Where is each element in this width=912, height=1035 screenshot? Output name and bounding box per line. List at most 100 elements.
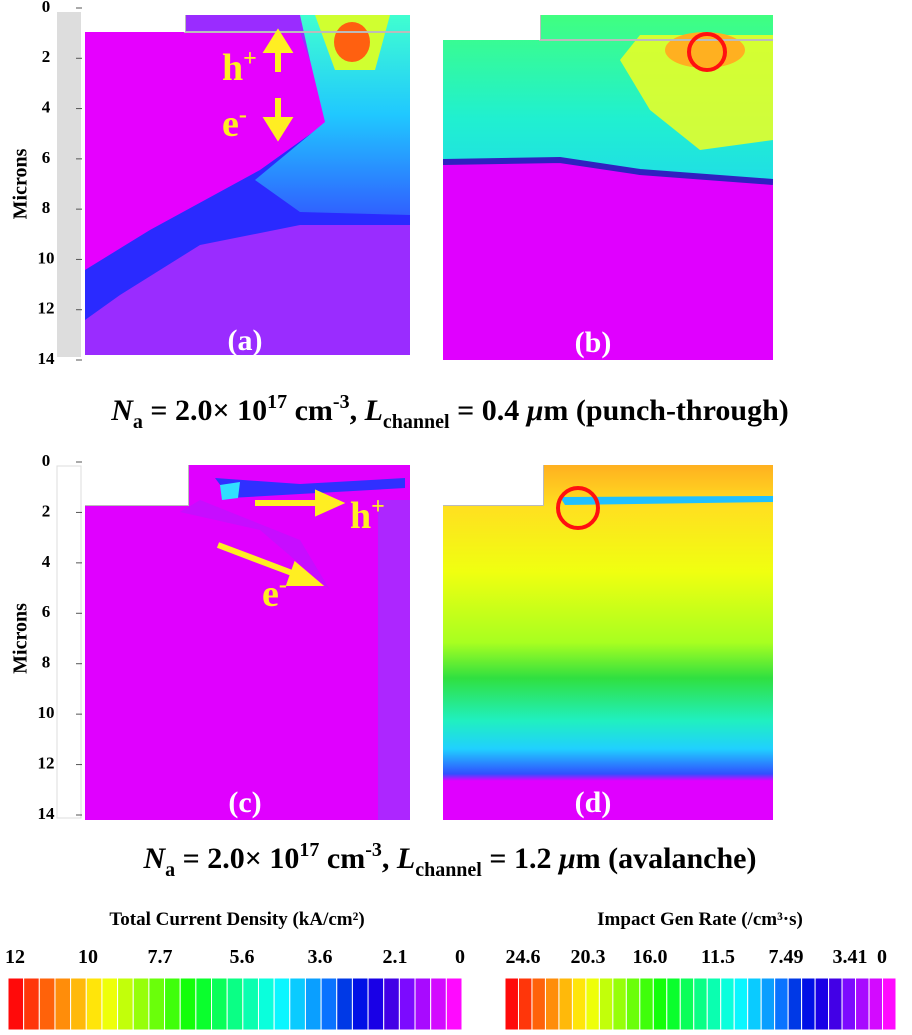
colorbar-cell — [336, 977, 353, 1031]
colorbar-label: 11.5 — [701, 946, 735, 968]
colorbar-cell — [195, 977, 213, 1031]
colorbar-cell — [179, 977, 197, 1031]
caption: Na = 2.0× 1017 cm-3, Lchannel = 0.4 μm (… — [110, 391, 789, 433]
y-tick-label: 6 — [42, 602, 51, 621]
colorbar-cell — [517, 977, 533, 1031]
caption-part: = 0.4 — [450, 394, 527, 427]
colorbar-cell — [132, 977, 150, 1031]
panel-a-map — [85, 15, 410, 355]
arrows — [216, 28, 346, 586]
colorbar-cell — [747, 977, 762, 1031]
colorbar-cell — [720, 977, 735, 1031]
colorbar-cell — [289, 977, 306, 1031]
panel-label: (a) — [228, 324, 263, 357]
y-tick-label: 8 — [42, 198, 51, 217]
caption-part: = 2.0× 10 — [175, 842, 299, 875]
colorbar-label: 5.6 — [230, 946, 255, 968]
colorbar-cell — [787, 977, 803, 1031]
y-tick-label: 4 — [42, 552, 51, 571]
colorbar-cell — [531, 977, 546, 1031]
caption-part: = 2.0× 10 — [143, 394, 267, 427]
colorbar-cell — [242, 977, 259, 1031]
y-tick-label: 12 — [38, 753, 55, 772]
colorbar-cell — [226, 977, 244, 1031]
caption-part: , — [350, 394, 365, 427]
colorbar-cell — [652, 977, 668, 1031]
y-tick-label: 8 — [42, 653, 51, 672]
y-tick-label: 10 — [38, 703, 55, 722]
colorbar-label: 3.41 — [833, 946, 868, 968]
colorbar-cell — [625, 977, 641, 1031]
caption-part: N — [143, 842, 167, 875]
colorbar-cell — [211, 977, 228, 1031]
caption-part: cm — [287, 394, 333, 427]
y-tick-label: 12 — [38, 299, 55, 318]
colorbar-label: 7.7 — [148, 946, 173, 968]
colorbar-cell — [868, 977, 884, 1031]
caption-part: a — [165, 859, 175, 881]
colorbar-label: 10 — [78, 946, 98, 968]
annotation: h+ — [222, 46, 257, 89]
caption-part: m (avalanche) — [576, 842, 757, 875]
caption-part: cm — [319, 842, 365, 875]
colorbar-cell — [273, 977, 291, 1031]
colorbar-cell — [598, 977, 614, 1031]
colorbar-cell — [639, 977, 654, 1031]
colorbar-cell — [430, 977, 447, 1031]
colorbar-label: 24.6 — [506, 946, 541, 968]
colorbar-cell — [504, 977, 519, 1031]
colorbar-cell — [774, 977, 789, 1031]
caption-part: L — [364, 394, 383, 427]
y-tick-label: 2 — [42, 47, 51, 66]
colorbar-cell — [706, 977, 722, 1031]
colorbar-cell — [257, 977, 275, 1031]
annotation: h+ — [350, 494, 385, 537]
caption-part: = 1.2 — [482, 842, 559, 875]
colorbar-title: Impact Gen Rate (/cm³·s) — [597, 909, 803, 930]
colorbar-cell — [558, 977, 573, 1031]
colorbar-title: Total Current Density (kA/cm²) — [109, 909, 364, 930]
colorbar-cell — [117, 977, 134, 1031]
colorbar-label: 7.49 — [769, 946, 804, 968]
colorbar-label: 20.3 — [571, 946, 606, 968]
y-tick-label: 14 — [38, 804, 56, 823]
caption-part: 17 — [299, 839, 319, 861]
colorbar-cell — [445, 977, 463, 1031]
panel-label: (c) — [228, 786, 261, 819]
colorbar-cell — [351, 977, 369, 1031]
panel-d-map — [443, 465, 773, 820]
colorbar-cell — [828, 977, 843, 1031]
colorbar-cell — [855, 977, 870, 1031]
caption-part: a — [133, 411, 143, 433]
colorbar-cell — [398, 977, 416, 1031]
caption-part: channel — [383, 411, 450, 433]
colorbar-cell — [585, 977, 600, 1031]
panel-label: (b) — [575, 326, 612, 359]
colorbar-label: 0 — [455, 946, 465, 968]
y-tick-label: 4 — [42, 97, 51, 116]
colorbar-cell — [148, 977, 166, 1031]
colorbar-cell — [70, 977, 87, 1031]
annotation: e- — [262, 572, 287, 615]
caption-part: channel — [415, 859, 482, 881]
colorbar-cell — [841, 977, 857, 1031]
colorbar-label: 3.6 — [308, 946, 333, 968]
y-tick-label: 6 — [42, 148, 51, 167]
colorbar-cell — [760, 977, 776, 1031]
colorbar-cell — [733, 977, 749, 1031]
colorbar-cell — [414, 977, 432, 1031]
annotation: e- — [222, 102, 247, 145]
panel-b-map — [443, 15, 773, 360]
colorbar-cell — [54, 977, 72, 1031]
colorbar-cell — [304, 977, 322, 1031]
y-tick-label: 14 — [38, 349, 56, 368]
caption-part: μ — [525, 394, 544, 427]
y-tick-label: 0 — [42, 0, 51, 16]
y-axis-label: Microns — [10, 148, 32, 219]
colorbar-label: 2.1 — [383, 946, 408, 968]
colorbar-cell — [612, 977, 627, 1031]
y-tick-label: 0 — [42, 451, 51, 470]
caption-part: 17 — [267, 391, 287, 413]
colorbar-cell — [679, 977, 695, 1031]
